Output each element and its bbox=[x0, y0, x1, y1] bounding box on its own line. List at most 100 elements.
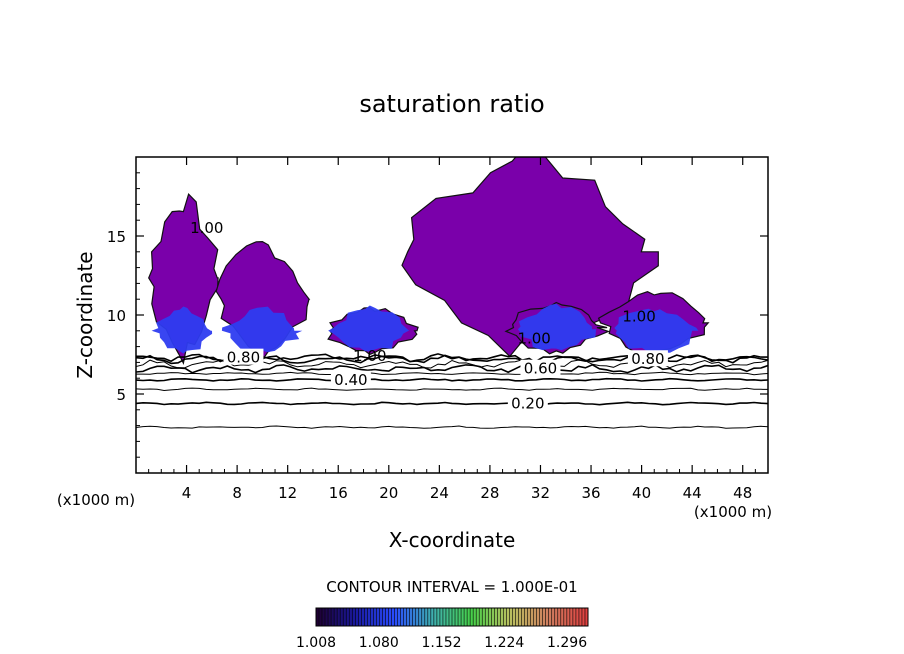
high-supersaturation-core bbox=[517, 303, 596, 351]
colorbar-strip bbox=[569, 608, 573, 626]
contour-label: 0.40 bbox=[334, 371, 367, 389]
colorbar-strip bbox=[388, 608, 392, 626]
contour-line bbox=[136, 363, 768, 374]
colorbar-strip bbox=[554, 608, 558, 626]
colorbar-strip bbox=[439, 608, 443, 626]
colorbar-strip bbox=[352, 608, 356, 626]
colorbar-strip bbox=[476, 608, 480, 626]
contour-label: 1.00 bbox=[622, 308, 655, 326]
colorbar-strip bbox=[379, 608, 383, 626]
y-axis-label: Z-coordinate bbox=[73, 251, 97, 378]
colorbar-strip bbox=[391, 608, 395, 626]
x-tick-label: 16 bbox=[329, 484, 348, 502]
colorbar-strip bbox=[518, 608, 522, 626]
colorbar-strip bbox=[382, 608, 386, 626]
contour-label-bg bbox=[223, 348, 264, 365]
x-tick-label: 36 bbox=[581, 484, 600, 502]
colorbar-strip bbox=[349, 608, 353, 626]
colorbar-strip bbox=[346, 608, 350, 626]
colorbar-strip bbox=[572, 608, 576, 626]
x-tick-label: 40 bbox=[632, 484, 651, 502]
x-tick-label: 8 bbox=[232, 484, 242, 502]
x-tick-label: 28 bbox=[480, 484, 499, 502]
colorbar-strip bbox=[542, 608, 546, 626]
chart-title: saturation ratio bbox=[359, 90, 544, 118]
colorbar-strip bbox=[497, 608, 501, 626]
contour-line bbox=[136, 401, 768, 406]
colorbar-strip bbox=[503, 608, 507, 626]
colorbar-strip bbox=[409, 608, 413, 626]
colorbar-strip bbox=[575, 608, 579, 626]
colorbar-strip bbox=[322, 608, 326, 626]
colorbar-strip bbox=[337, 608, 341, 626]
colorbar-strip bbox=[545, 608, 549, 626]
colorbar-strip bbox=[340, 608, 344, 626]
colorbar-tick-label: 1.080 bbox=[359, 635, 399, 651]
colorbar-strip bbox=[551, 608, 555, 626]
contour-line bbox=[136, 387, 768, 392]
colorbar-tick-label: 1.008 bbox=[296, 635, 336, 651]
colorbar-strip bbox=[403, 608, 407, 626]
colorbar-strip bbox=[464, 608, 468, 626]
y-tick-label: 15 bbox=[107, 228, 126, 246]
colorbar-strip bbox=[325, 608, 329, 626]
colorbar-strip bbox=[445, 608, 449, 626]
colorbar-strip bbox=[452, 608, 456, 626]
colorbar-strip bbox=[533, 608, 537, 626]
colorbar-strip bbox=[400, 608, 404, 626]
y-unit-label: (x1000 m) bbox=[57, 491, 135, 509]
contour-label: 0.60 bbox=[524, 360, 557, 378]
colorbar-strip bbox=[358, 608, 362, 626]
colorbar-strip bbox=[376, 608, 380, 626]
colorbar-strip bbox=[488, 608, 492, 626]
x-tick-label: 12 bbox=[278, 484, 297, 502]
colorbar-strip bbox=[415, 608, 419, 626]
colorbar-strip bbox=[373, 608, 377, 626]
colorbar-strip bbox=[491, 608, 495, 626]
high-supersaturation-core bbox=[614, 308, 699, 356]
contour-line bbox=[136, 377, 768, 382]
colorbar-strip bbox=[442, 608, 446, 626]
colorbar-strip bbox=[527, 608, 531, 626]
contour-label: 0.80 bbox=[227, 349, 260, 367]
colorbar-strip bbox=[436, 608, 440, 626]
contour-label-bg bbox=[507, 394, 548, 411]
colorbar-strip bbox=[397, 608, 401, 626]
colorbar-strip bbox=[319, 608, 323, 626]
colorbar-strip bbox=[355, 608, 359, 626]
contour-interval-text: CONTOUR INTERVAL = 1.000E-01 bbox=[326, 578, 577, 596]
colorbar-strip bbox=[536, 608, 540, 626]
colorbar-labels: 1.008 1.080 1.152 1.224 1.296 bbox=[296, 635, 587, 651]
contour-label: 0.80 bbox=[631, 350, 664, 368]
contour-label-bg bbox=[520, 359, 561, 376]
colorbar-strip bbox=[367, 608, 371, 626]
contour-line bbox=[136, 371, 768, 376]
colorbar-strip bbox=[584, 608, 588, 626]
contour-label: 1.00 bbox=[190, 219, 223, 237]
colorbar-strip bbox=[470, 608, 474, 626]
colorbar-strip bbox=[448, 608, 452, 626]
x-tick-label: 4 bbox=[182, 484, 192, 502]
colorbar bbox=[315, 607, 589, 627]
colorbar-strip bbox=[343, 608, 347, 626]
colorbar-strip bbox=[494, 608, 498, 626]
colorbar-strip bbox=[421, 608, 425, 626]
colorbar-tick-label: 1.224 bbox=[484, 635, 524, 651]
colorbar-strip bbox=[430, 608, 434, 626]
contour-label-bg bbox=[627, 350, 668, 367]
colorbar-strip bbox=[361, 608, 365, 626]
colorbar-strip bbox=[370, 608, 374, 626]
colorbar-strip bbox=[364, 608, 368, 626]
high-supersaturation-core bbox=[328, 305, 410, 352]
colorbar-strip bbox=[482, 608, 486, 626]
high-supersaturation-core bbox=[221, 306, 303, 356]
colorbar-strip bbox=[467, 608, 471, 626]
high-supersaturation-core bbox=[151, 306, 213, 354]
colorbar-strip bbox=[458, 608, 462, 626]
colorbar-strip bbox=[506, 608, 510, 626]
colorbar-tick-label: 1.152 bbox=[421, 635, 461, 651]
colorbar-strip bbox=[557, 608, 561, 626]
colorbar-strip bbox=[427, 608, 431, 626]
